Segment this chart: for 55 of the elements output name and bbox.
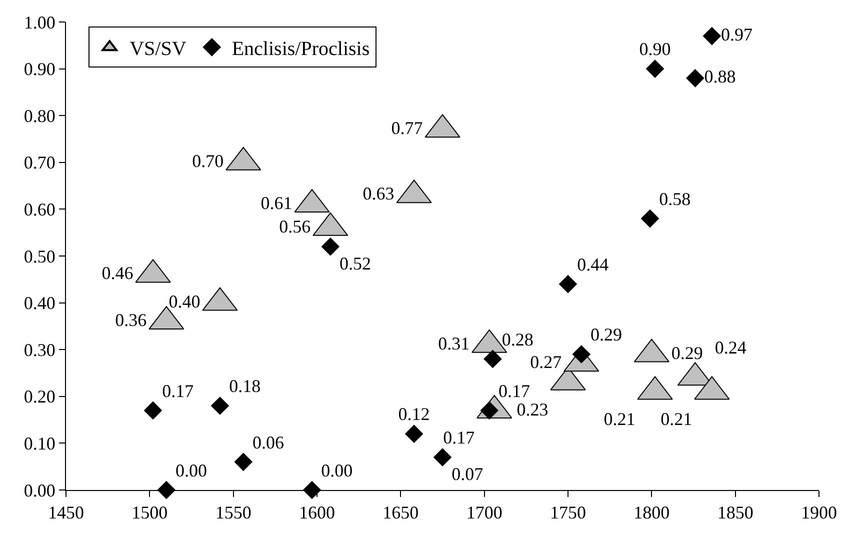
data-label: 0.70 (192, 150, 224, 171)
data-label: 0.77 (391, 118, 423, 138)
data-label: 0.17 (162, 380, 194, 401)
x-tick-label: 1900 (801, 502, 837, 523)
y-tick-label: 0.00 (24, 480, 56, 500)
x-tick-label: 1600 (299, 502, 335, 523)
data-label: 0.07 (452, 464, 484, 484)
data-label: 0.17 (498, 380, 530, 401)
x-tick-label: 1450 (48, 502, 84, 523)
data-label: 0.97 (721, 24, 753, 45)
y-tick-label: 0.80 (24, 106, 56, 126)
y-tick-label: 0.40 (24, 293, 56, 314)
data-label: 0.58 (659, 188, 691, 209)
x-tick-label: 1650 (382, 502, 419, 523)
data-label: 0.12 (398, 404, 430, 424)
x-tick-label: 1800 (634, 502, 670, 523)
data-label: 0.40 (168, 291, 200, 312)
x-tick-label: 1550 (215, 502, 252, 523)
data-label: 0.31 (438, 333, 470, 354)
x-tick-label: 1700 (466, 502, 502, 523)
data-label: 0.18 (229, 376, 261, 396)
legend-label: Enclisis/Proclisis (232, 38, 370, 60)
y-tick-label: 0.50 (24, 246, 56, 266)
data-label: 0.27 (530, 352, 562, 372)
data-label: 0.63 (362, 184, 394, 204)
y-tick-label: 0.10 (24, 434, 56, 454)
x-tick-label: 1750 (550, 502, 586, 523)
data-label: 0.28 (502, 329, 534, 350)
data-label: 0.56 (279, 216, 311, 236)
data-label: 0.06 (252, 432, 284, 452)
data-label: 0.17 (443, 428, 475, 448)
x-tick-label: 1500 (132, 502, 168, 523)
data-label: 0.29 (590, 324, 622, 345)
data-label: 0.24 (714, 337, 746, 358)
data-label: 0.36 (115, 310, 147, 330)
data-label: 0.00 (321, 460, 353, 480)
data-label: 0.23 (516, 400, 548, 420)
y-tick-label: 0.30 (24, 340, 56, 360)
y-tick-label: 0.20 (24, 386, 56, 407)
data-label: 0.21 (660, 408, 692, 429)
data-label: 0.00 (176, 460, 208, 480)
data-label: 0.44 (577, 254, 609, 274)
y-tick-label: 0.90 (24, 59, 56, 80)
data-label: 0.90 (639, 39, 671, 60)
data-label: 0.61 (260, 193, 292, 214)
x-tick-label: 1850 (717, 502, 754, 523)
data-label: 0.88 (704, 66, 736, 87)
data-label: 0.21 (604, 408, 636, 429)
y-tick-label: 0.70 (24, 152, 56, 173)
legend-label: VS/SV (130, 38, 187, 60)
y-tick-label: 0.60 (24, 200, 56, 220)
y-tick-label: 1.00 (24, 12, 56, 32)
data-label: 0.29 (671, 342, 703, 363)
data-label: 0.46 (102, 263, 134, 284)
data-label: 0.52 (340, 253, 372, 274)
